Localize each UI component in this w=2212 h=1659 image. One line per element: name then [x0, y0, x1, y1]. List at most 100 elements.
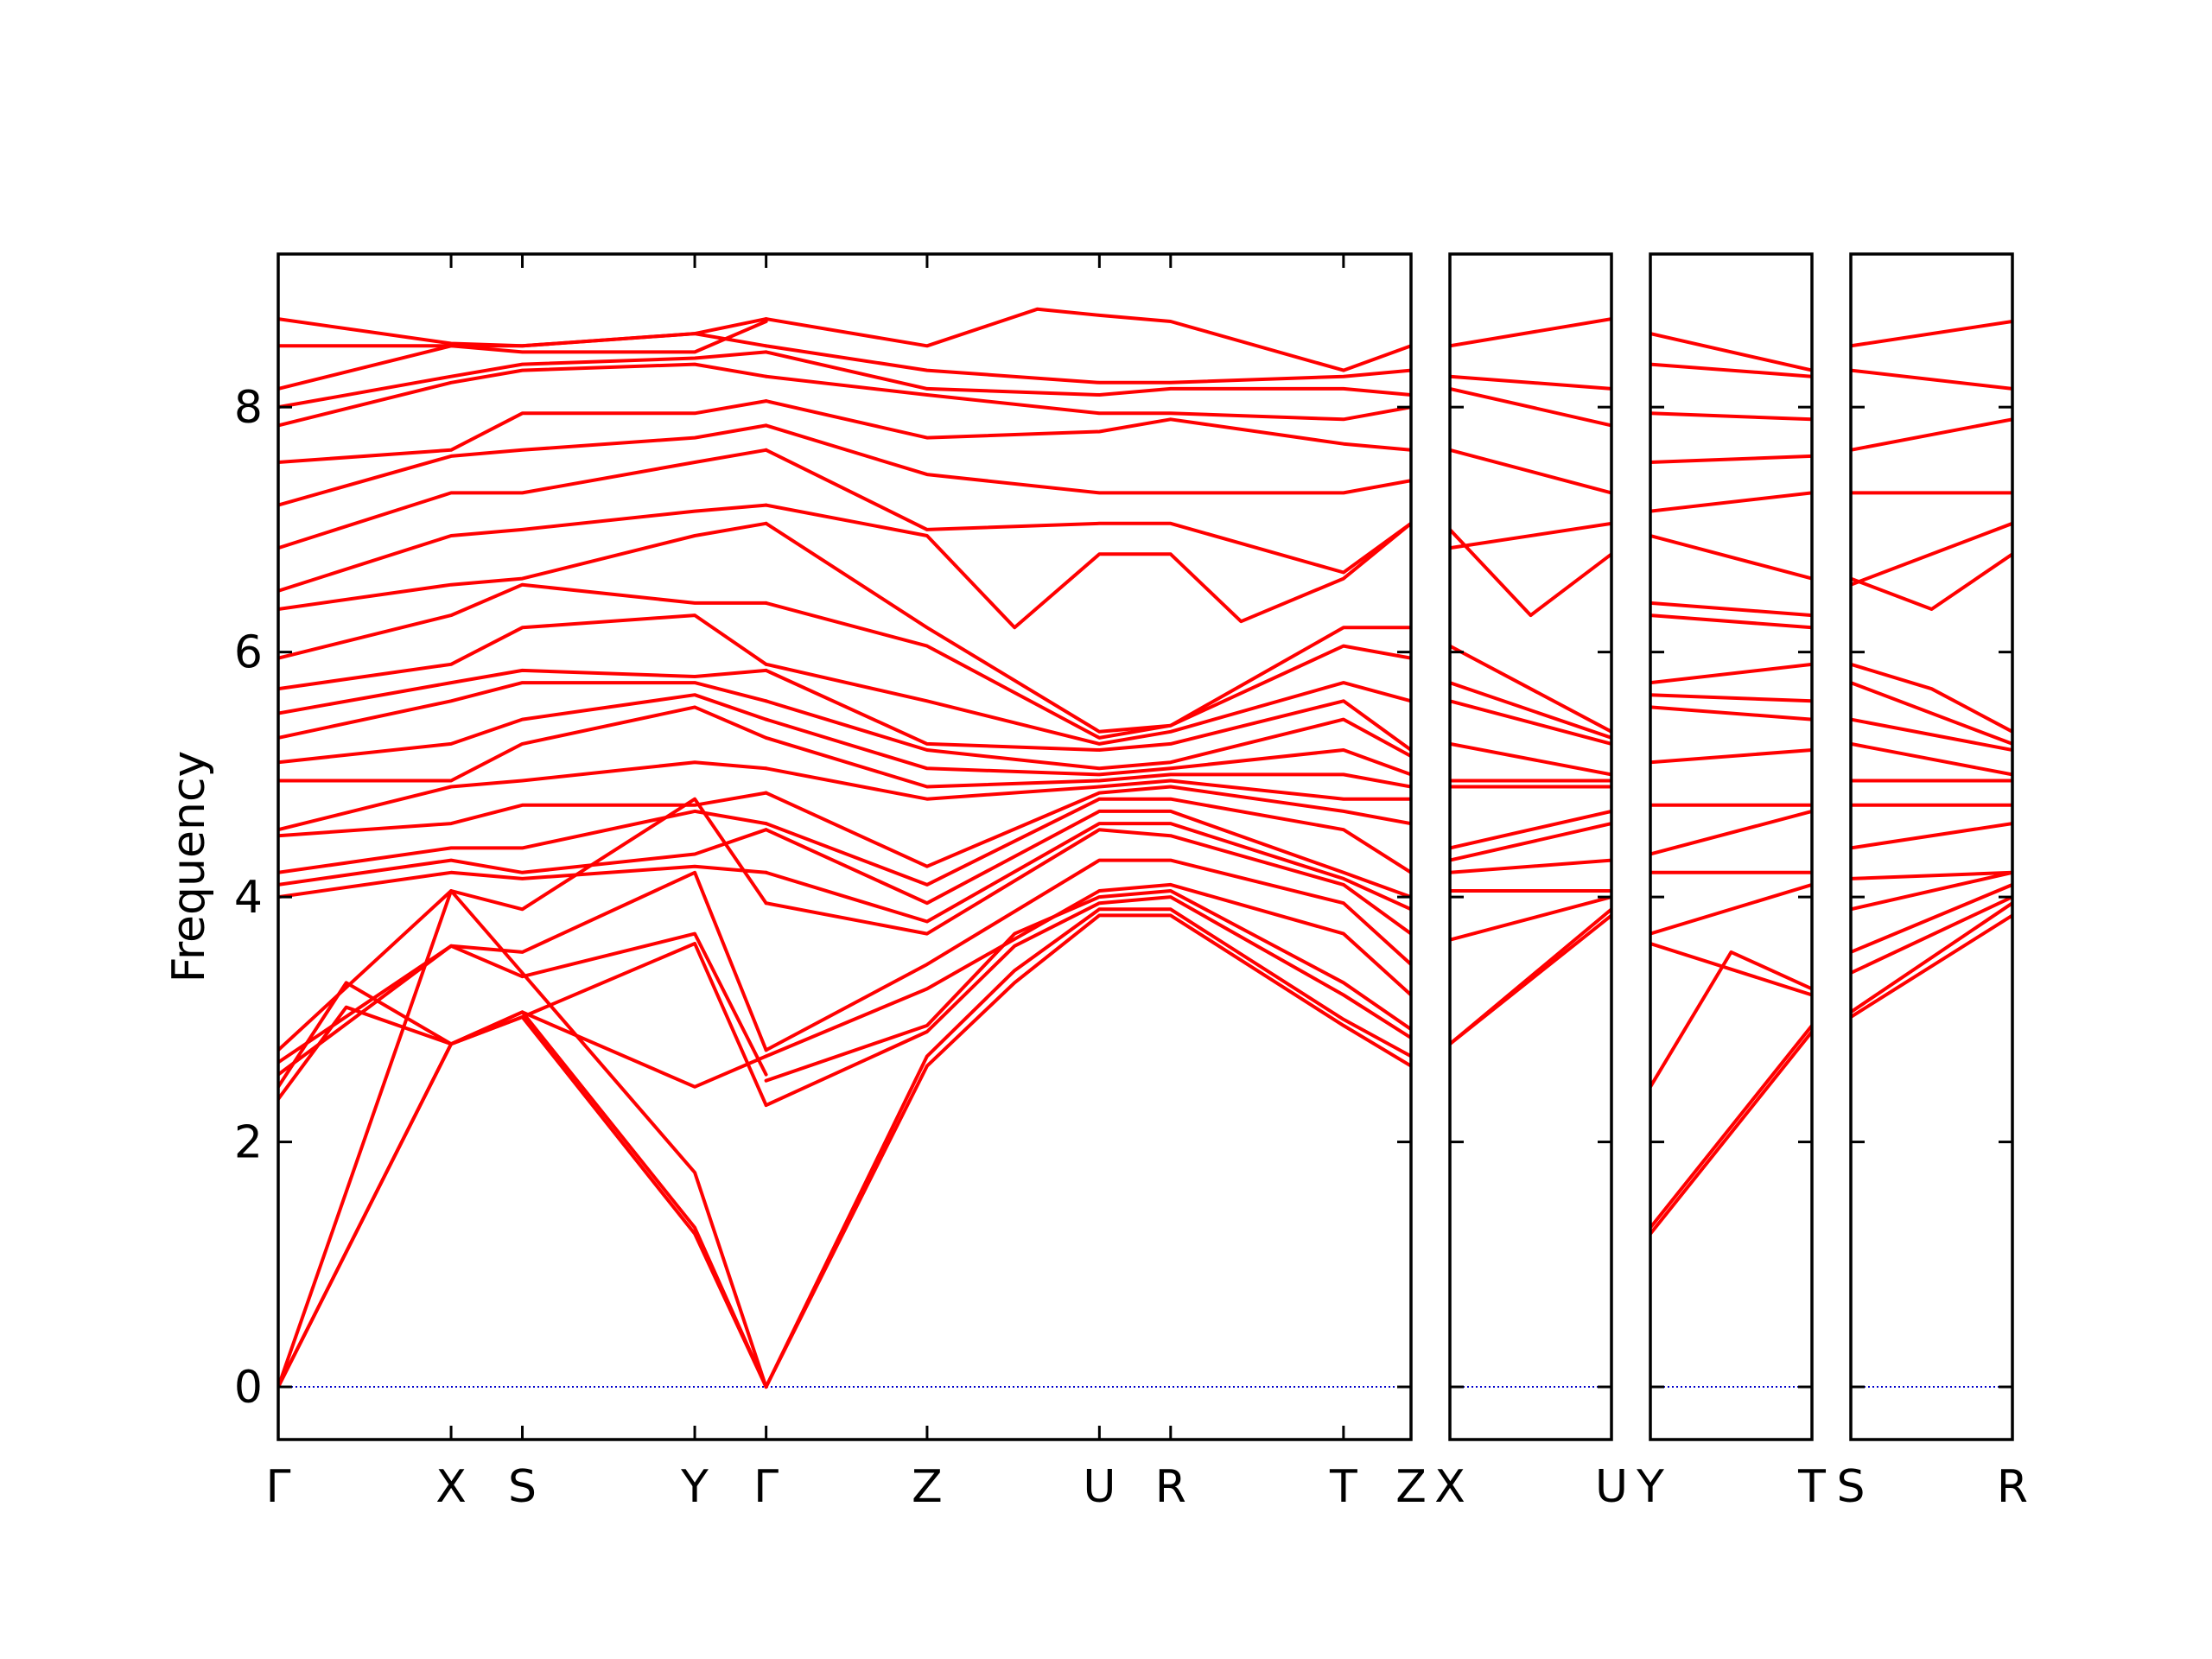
band-line: [764, 423, 1411, 495]
band-line: [764, 717, 1411, 777]
band-line: [278, 681, 768, 740]
band-line: [1650, 332, 1812, 372]
y-tick-label: 8: [234, 382, 263, 434]
band-line: [278, 889, 768, 1389]
band-line: [764, 399, 1411, 452]
band-line: [1851, 662, 2012, 734]
x-tick-label: R: [1155, 1461, 1186, 1513]
band-line: [1650, 454, 1812, 464]
band-line: [764, 735, 1411, 789]
band-line: [764, 521, 1411, 734]
band-line: [1851, 870, 2012, 912]
band-line: [1450, 699, 1611, 746]
x-tick-label: R: [1997, 1461, 2028, 1513]
band-line: [1450, 858, 1611, 874]
band-line: [764, 858, 1411, 1052]
band-line: [1450, 644, 1611, 734]
band-line: [1851, 913, 2012, 1019]
band-line: [1851, 521, 2012, 587]
band-line: [1450, 527, 1611, 618]
band-line: [278, 613, 768, 691]
y-tick-label: 4: [234, 872, 263, 924]
band-line: [764, 882, 1411, 1058]
band-line: [278, 931, 768, 1077]
band-line: [278, 809, 768, 874]
band-line: [278, 668, 768, 715]
band-line: [1650, 362, 1812, 378]
band-line: [1851, 901, 2012, 1014]
panel-0-bands: [278, 307, 1411, 1389]
band-line: [278, 760, 768, 832]
band-line: [764, 668, 1411, 752]
band-line: [764, 809, 1411, 906]
band-line: [1851, 822, 2012, 850]
band-line: [278, 399, 768, 464]
band-line: [764, 913, 1411, 1389]
band-line: [1650, 705, 1812, 721]
band-line: [764, 601, 1411, 740]
panel-3-bands: [1851, 320, 2012, 1389]
band-line: [1851, 870, 2012, 880]
x-tick-label: Γ: [753, 1461, 779, 1513]
band-line: [278, 693, 768, 765]
band-line: [1851, 417, 2012, 452]
band-line: [278, 828, 768, 887]
band-line: [1450, 895, 1611, 942]
band-line: [764, 662, 1411, 746]
band-line: [764, 785, 1411, 868]
x-tick-label: T: [1797, 1461, 1826, 1513]
band-line: [1650, 693, 1812, 703]
band-line: [1450, 681, 1611, 740]
band-line: [764, 448, 1411, 575]
band-line: [278, 448, 768, 550]
x-tick-label: Γ: [266, 1461, 291, 1513]
x-tick-label: Z: [1395, 1461, 1427, 1513]
band-line: [1851, 882, 2012, 954]
y-tick-label: 2: [234, 1117, 263, 1169]
band-line: [278, 362, 768, 428]
band-line: [1450, 741, 1611, 777]
band-line: [764, 828, 1411, 936]
band-line: [1450, 448, 1611, 495]
panel-2-frame: [1649, 252, 1814, 1441]
y-tick-label: 0: [234, 1362, 263, 1414]
band-line: [1650, 1023, 1812, 1230]
band-line: [1650, 662, 1812, 685]
band-line: [1450, 809, 1611, 850]
x-tick-label: Y: [1636, 1461, 1664, 1513]
band-line: [278, 797, 768, 1052]
y-tick-label: 6: [234, 627, 263, 679]
band-line: [764, 503, 1411, 630]
band-line: [1851, 681, 2012, 746]
band-line: [1650, 613, 1812, 630]
x-tick-label: Z: [912, 1461, 943, 1513]
band-line: [1650, 950, 1812, 1089]
x-tick-label: X: [1434, 1461, 1465, 1513]
band-line: [278, 705, 768, 783]
band-line: [764, 797, 1411, 887]
band-line: [278, 791, 768, 838]
x-tick-label: X: [435, 1461, 467, 1513]
band-line: [1851, 320, 2012, 348]
band-line: [1650, 748, 1812, 765]
band-line: [764, 889, 1411, 1083]
band-line: [278, 320, 768, 354]
band-line: [1650, 491, 1812, 513]
band-line: [764, 307, 1411, 372]
band-line: [764, 907, 1411, 1389]
band-line: [764, 822, 1411, 924]
band-line: [278, 503, 768, 593]
band-line: [1851, 895, 2012, 975]
panel-1-frame: [1448, 252, 1613, 1441]
y-axis-label: Frequency: [163, 751, 215, 983]
band-line: [1650, 809, 1812, 856]
panel-1-bands: [1450, 317, 1611, 1389]
band-line: [1450, 374, 1611, 391]
band-line: [1450, 386, 1611, 428]
band-line: [764, 699, 1411, 771]
band-line: [1851, 717, 2012, 752]
panel-3-frame: [1849, 252, 2014, 1441]
band-line: [1851, 741, 2012, 777]
